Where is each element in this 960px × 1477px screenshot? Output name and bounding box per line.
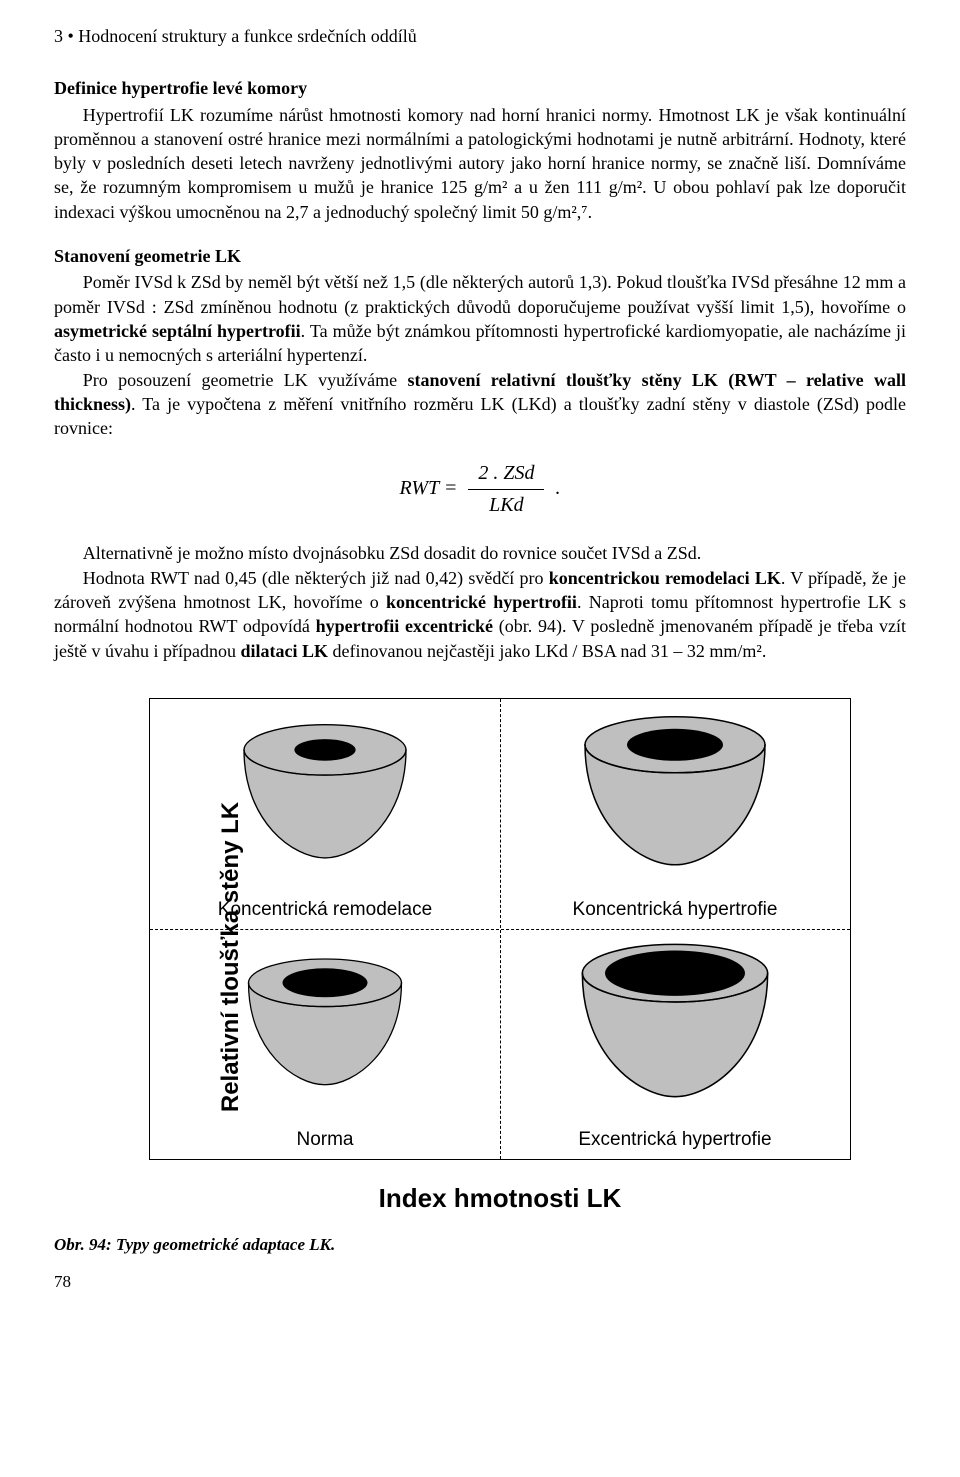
- post-p1: Alternativně je možno místo dvojnásobku …: [54, 541, 906, 565]
- section-geometrie: Stanovení geometrie LK Poměr IVSd k ZSd …: [54, 244, 906, 440]
- figure-caption: Obr. 94: Typy geometrické adaptace LK.: [54, 1234, 906, 1257]
- term-asymetricka: asymetrické septální hypertrofii: [54, 321, 301, 341]
- formula-numerator: 2 . ZSd: [468, 460, 544, 490]
- quad-label: Koncentrická remodelace: [150, 897, 500, 923]
- section2-title: Stanovení geometrie LK: [54, 244, 906, 268]
- term-konc-hypertrofie: koncentrické hypertrofii: [386, 592, 577, 612]
- figure-94: Relativní tloušťka stěny LK Koncentrická…: [54, 699, 906, 1257]
- quad-norma: Norma: [150, 929, 500, 1159]
- diagram-grid: Koncentrická remodelace Koncentrická hyp…: [150, 699, 850, 1159]
- formula-trail: .: [555, 478, 560, 500]
- rwt-formula: RWT = 2 . ZSd LKd .: [54, 460, 906, 519]
- quad-label: Norma: [150, 1127, 500, 1153]
- text: Poměr IVSd k ZSd by neměl být větší než …: [54, 272, 906, 316]
- text: Hodnota RWT nad 0,45 (dle některých již …: [83, 568, 549, 588]
- term-dilatace: dilataci LK: [240, 641, 328, 661]
- text: definovanou nejčastěji jako LKd / BSA na…: [328, 641, 766, 661]
- post-formula-text: Alternativně je možno místo dvojnásobku …: [54, 541, 906, 662]
- lk-geometry-diagram: Relativní tloušťka stěny LK Koncentrická…: [90, 699, 870, 1216]
- quad-label: Excentrická hypertrofie: [500, 1127, 850, 1153]
- term-konc-remodelace: koncentrickou remodelaci LK: [549, 568, 781, 588]
- text: Pro posouzení geometrie LK využíváme: [83, 370, 408, 390]
- cup-icon: [235, 711, 415, 871]
- section-definice: Definice hypertrofie levé komory Hypertr…: [54, 76, 906, 224]
- quad-konc-hypertrofie: Koncentrická hypertrofie: [500, 699, 850, 929]
- post-p2: Hodnota RWT nad 0,45 (dle některých již …: [54, 566, 906, 663]
- cup-icon: [240, 946, 410, 1096]
- section2-p2: Pro posouzení geometrie LK využíváme sta…: [54, 368, 906, 441]
- quad-label: Koncentrická hypertrofie: [500, 897, 850, 923]
- section2-p1: Poměr IVSd k ZSd by neměl být větší než …: [54, 270, 906, 367]
- x-axis-label: Index hmotnosti LK: [150, 1181, 850, 1216]
- quad-exc-hypertrofie: Excentrická hypertrofie: [500, 929, 850, 1159]
- cup-icon: [570, 705, 780, 875]
- formula-lhs: RWT =: [400, 478, 458, 500]
- chapter-header: 3 • Hodnocení struktury a funkce srdeční…: [54, 24, 906, 48]
- term-exc-hypertrofie: hypertrofii excentrické: [316, 616, 493, 636]
- section1-para: Hypertrofií LK rozumíme nárůst hmotnosti…: [54, 103, 906, 224]
- page-number: 78: [54, 1271, 906, 1294]
- quad-konc-remodelace: Koncentrická remodelace: [150, 699, 500, 929]
- cup-icon: [563, 932, 788, 1107]
- section1-title: Definice hypertrofie levé komory: [54, 76, 906, 100]
- text: . Ta je vypočtena z měření vnitřního roz…: [54, 394, 906, 438]
- formula-denominator: LKd: [468, 490, 544, 519]
- formula-fraction: 2 . ZSd LKd: [468, 460, 544, 519]
